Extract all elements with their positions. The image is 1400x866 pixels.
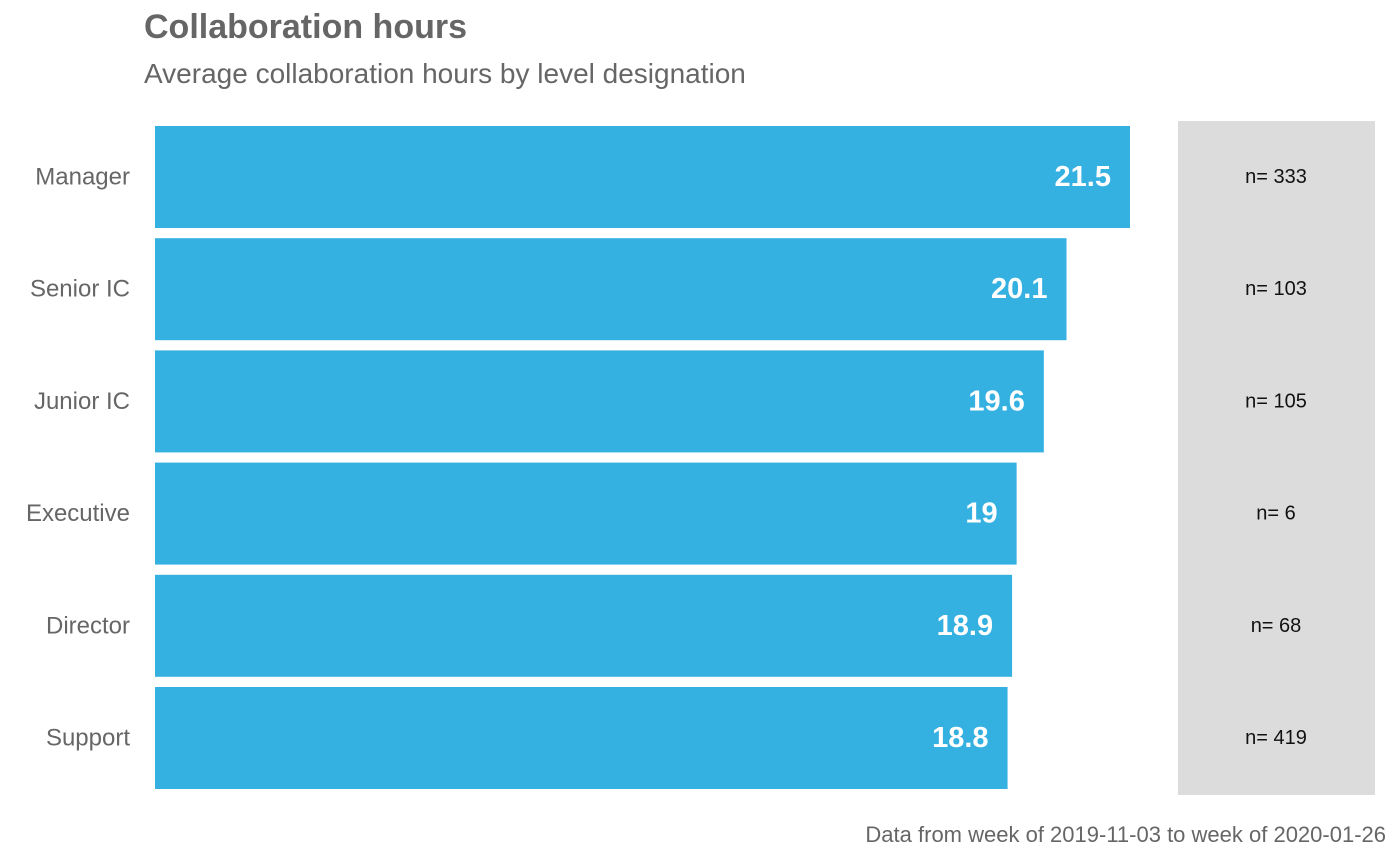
count-labels-group: n= 333 n= 103 n= 105 n= 6 n= 68 n= 419 — [1245, 166, 1307, 749]
category-tick-label: Support — [46, 725, 130, 752]
category-tick-label: Manager — [35, 164, 130, 191]
value-label: 18.9 — [937, 610, 993, 642]
value-label: 18.8 — [932, 722, 988, 754]
bars-group — [155, 126, 1130, 789]
category-tick-label: Executive — [26, 500, 130, 527]
count-panel — [1178, 121, 1375, 795]
value-labels-group: 21.5 20.1 19.6 19 18.9 18.8 — [932, 161, 1111, 754]
bar-director — [155, 574, 1013, 677]
value-label: 21.5 — [1055, 161, 1111, 193]
category-tick-label: Junior IC — [34, 388, 130, 415]
count-label: n= 419 — [1245, 727, 1307, 749]
count-label: n= 68 — [1251, 615, 1302, 637]
count-label: n= 333 — [1245, 166, 1307, 188]
category-tick-label: Director — [46, 612, 130, 639]
chart-caption: Data from week of 2019-11-03 to week of … — [865, 822, 1386, 847]
count-label: n= 103 — [1245, 278, 1307, 300]
chart-title: Collaboration hours — [144, 8, 467, 46]
bar-support — [155, 687, 1008, 789]
value-label: 20.1 — [991, 273, 1047, 305]
bar-executive — [155, 462, 1017, 565]
count-label: n= 6 — [1256, 503, 1295, 525]
value-label: 19.6 — [968, 385, 1024, 417]
chart-subtitle: Average collaboration hours by level des… — [144, 58, 746, 89]
value-label: 19 — [965, 498, 997, 530]
count-label: n= 105 — [1245, 390, 1307, 412]
category-tick-label: Senior IC — [30, 276, 130, 303]
bar-junior-ic — [155, 350, 1044, 453]
bar-senior-ic — [155, 238, 1067, 341]
bar-manager — [155, 126, 1130, 228]
category-labels-group: Manager Senior IC Junior IC Executive Direct… — [26, 164, 130, 752]
